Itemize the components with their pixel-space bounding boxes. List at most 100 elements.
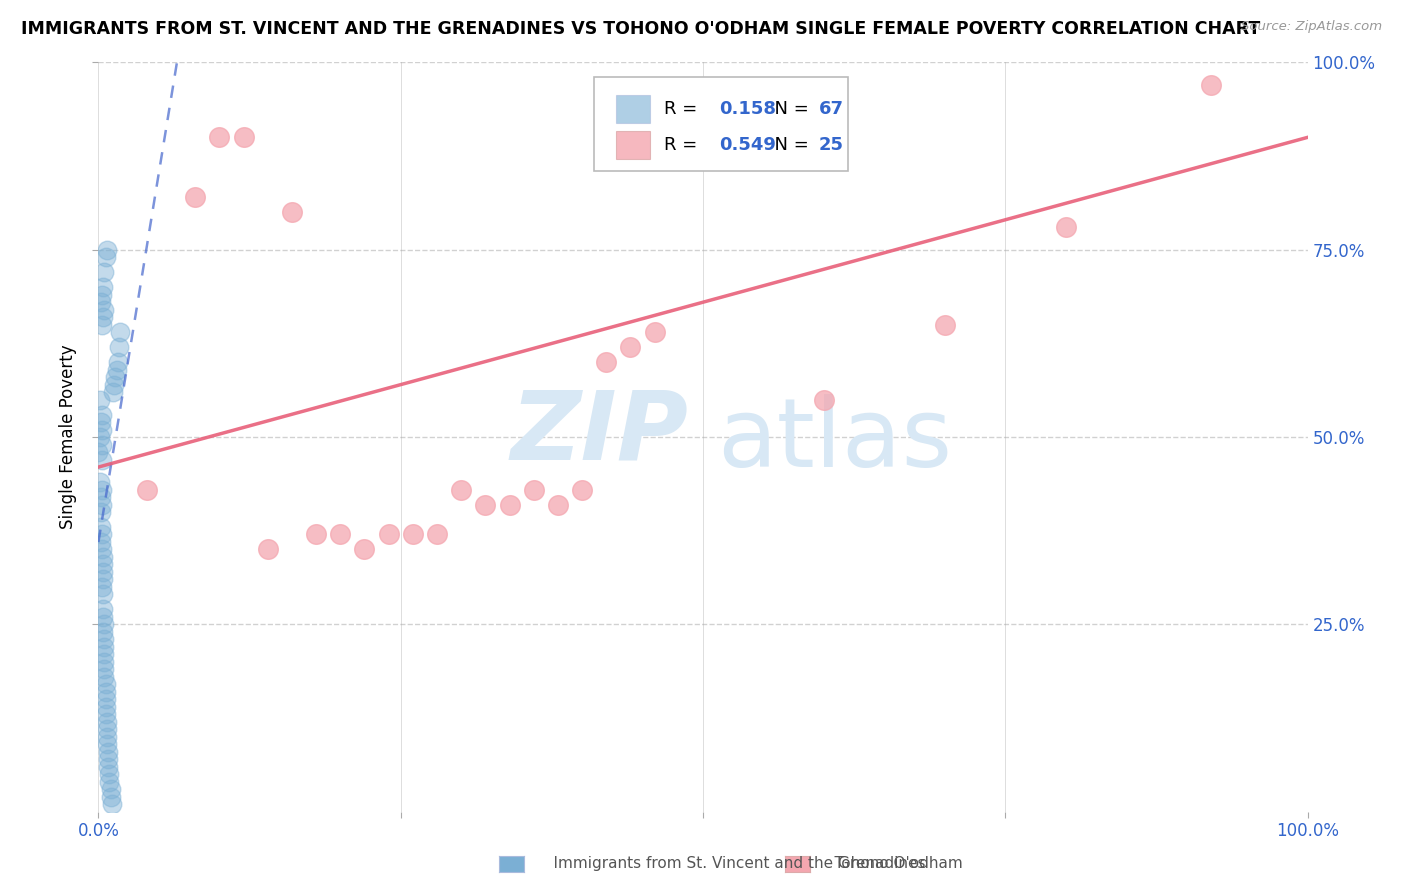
Point bbox=[426, 527, 449, 541]
Text: ZIP: ZIP bbox=[510, 387, 689, 480]
Point bbox=[1054, 220, 1077, 235]
Point bbox=[94, 250, 117, 264]
Point bbox=[97, 760, 120, 774]
Text: atlas: atlas bbox=[717, 394, 953, 487]
Point bbox=[91, 310, 114, 325]
Point bbox=[93, 640, 115, 654]
Point bbox=[104, 370, 127, 384]
Point bbox=[98, 774, 121, 789]
Point bbox=[89, 430, 111, 444]
Point bbox=[90, 295, 112, 310]
Point bbox=[90, 490, 112, 504]
Text: R =: R = bbox=[664, 100, 703, 118]
Point bbox=[91, 587, 114, 601]
Point bbox=[91, 437, 114, 451]
Y-axis label: Single Female Poverty: Single Female Poverty bbox=[59, 345, 77, 529]
Point bbox=[94, 685, 117, 699]
Point bbox=[94, 677, 117, 691]
Point bbox=[91, 280, 114, 294]
Point bbox=[91, 318, 114, 332]
Point bbox=[94, 699, 117, 714]
Point bbox=[100, 782, 122, 797]
Point bbox=[329, 527, 352, 541]
Point bbox=[87, 445, 110, 459]
Text: Immigrants from St. Vincent and the Grenadines: Immigrants from St. Vincent and the Gren… bbox=[534, 856, 925, 871]
Point bbox=[523, 483, 546, 497]
Point bbox=[96, 714, 118, 729]
Point bbox=[89, 475, 111, 489]
Point bbox=[103, 377, 125, 392]
Point bbox=[135, 483, 157, 497]
Point bbox=[96, 723, 118, 737]
Point bbox=[93, 265, 115, 279]
Point bbox=[305, 527, 328, 541]
Text: 25: 25 bbox=[820, 136, 844, 154]
Point bbox=[94, 692, 117, 706]
Point bbox=[91, 408, 114, 422]
FancyBboxPatch shape bbox=[595, 78, 848, 171]
Point bbox=[93, 617, 115, 632]
Text: Source: ZipAtlas.com: Source: ZipAtlas.com bbox=[1241, 20, 1382, 33]
Point bbox=[90, 535, 112, 549]
Point bbox=[91, 610, 114, 624]
Point bbox=[91, 287, 114, 301]
Point bbox=[100, 797, 122, 812]
Text: R =: R = bbox=[664, 136, 703, 154]
Point bbox=[91, 423, 114, 437]
Point bbox=[97, 745, 120, 759]
Point bbox=[108, 340, 131, 354]
Text: Tohono O'odham: Tohono O'odham bbox=[815, 856, 963, 871]
Point bbox=[377, 527, 399, 541]
Point bbox=[813, 392, 835, 407]
Bar bbox=[616, 95, 650, 123]
Point bbox=[93, 655, 115, 669]
Point bbox=[91, 452, 114, 467]
Point bbox=[619, 340, 641, 354]
Text: 0.158: 0.158 bbox=[718, 100, 776, 118]
Point bbox=[208, 130, 231, 145]
Point bbox=[232, 130, 254, 145]
Point bbox=[93, 648, 115, 662]
Point bbox=[571, 483, 593, 497]
Point bbox=[93, 670, 115, 684]
Point bbox=[93, 632, 115, 647]
Point bbox=[90, 520, 112, 534]
Point bbox=[90, 505, 112, 519]
Point bbox=[96, 730, 118, 744]
Point bbox=[184, 190, 207, 204]
Point bbox=[644, 325, 666, 339]
Point bbox=[94, 707, 117, 722]
Point bbox=[91, 624, 114, 639]
Point bbox=[91, 580, 114, 594]
Point bbox=[108, 325, 131, 339]
Point bbox=[91, 483, 114, 497]
Point bbox=[450, 483, 472, 497]
Text: 67: 67 bbox=[820, 100, 844, 118]
Point bbox=[595, 355, 617, 369]
Point bbox=[107, 355, 129, 369]
Point bbox=[474, 498, 496, 512]
Point bbox=[91, 542, 114, 557]
Point bbox=[91, 565, 114, 579]
Point bbox=[100, 789, 122, 804]
Point bbox=[91, 558, 114, 572]
Point bbox=[91, 549, 114, 564]
Point bbox=[547, 498, 569, 512]
Text: IMMIGRANTS FROM ST. VINCENT AND THE GRENADINES VS TOHONO O'ODHAM SINGLE FEMALE P: IMMIGRANTS FROM ST. VINCENT AND THE GREN… bbox=[21, 20, 1260, 37]
Point bbox=[93, 302, 115, 317]
Point bbox=[98, 767, 121, 781]
Point bbox=[96, 737, 118, 751]
Point bbox=[101, 385, 124, 400]
Point bbox=[93, 662, 115, 676]
Point bbox=[96, 243, 118, 257]
Point bbox=[91, 527, 114, 541]
Point bbox=[402, 527, 425, 541]
Point bbox=[89, 392, 111, 407]
Point bbox=[97, 752, 120, 766]
Point bbox=[934, 318, 956, 332]
Bar bbox=[616, 131, 650, 159]
Point bbox=[91, 573, 114, 587]
Point bbox=[90, 415, 112, 429]
Point bbox=[281, 205, 304, 219]
Text: 0.549: 0.549 bbox=[718, 136, 776, 154]
